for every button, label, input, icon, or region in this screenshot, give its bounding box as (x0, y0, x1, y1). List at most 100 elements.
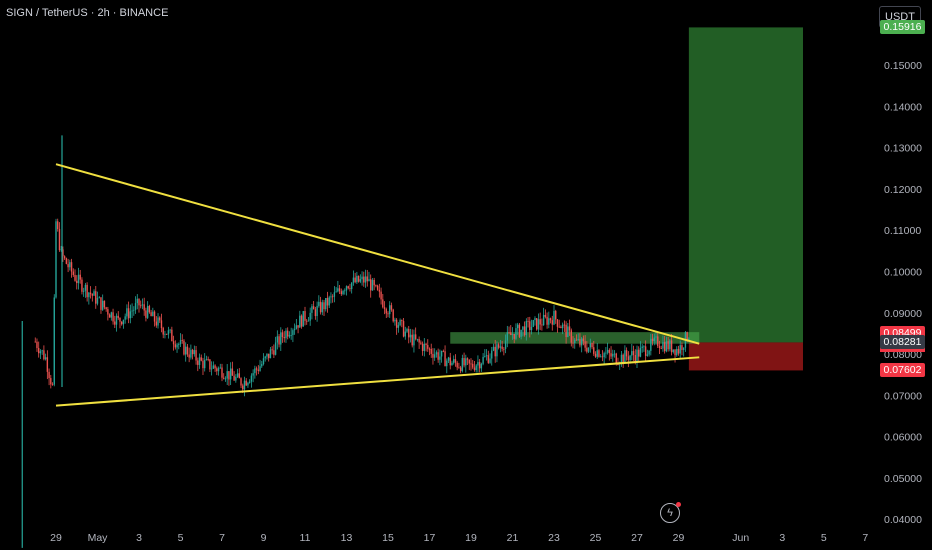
candle-body (245, 380, 247, 386)
candle-body (330, 296, 332, 298)
candle-body (72, 271, 74, 275)
candle-body (371, 279, 374, 291)
candle-body (387, 313, 389, 315)
candle-body (454, 359, 457, 363)
candle-body (314, 309, 317, 317)
candle-body (231, 368, 234, 376)
candle-body (427, 345, 429, 349)
candle-body (368, 279, 370, 282)
candle-body (276, 336, 279, 343)
candle-body (319, 301, 322, 313)
candle-body (181, 340, 183, 341)
candle-body (563, 324, 566, 326)
candle-body (508, 332, 510, 334)
candle-body (96, 298, 99, 304)
candle-body (408, 329, 410, 338)
candle-body (482, 356, 484, 364)
candle-body (624, 350, 626, 363)
candle-body (451, 362, 453, 366)
candle-body (293, 328, 296, 331)
time-tick-label: 7 (219, 532, 225, 544)
candle-body (491, 350, 493, 359)
candle-body (51, 384, 54, 386)
candle-body (44, 357, 47, 360)
candle-body (608, 349, 611, 354)
candle-body (440, 350, 443, 357)
price-axis[interactable]: 0.040000.050000.060000.070000.080000.090… (884, 60, 922, 526)
candle-body (53, 297, 55, 385)
candle-body (487, 355, 489, 363)
candle-body (688, 338, 690, 341)
target-price-badge: 0.15916 (880, 20, 925, 35)
price-tick-label: 0.09000 (884, 308, 922, 320)
candle-body (224, 378, 227, 380)
candle-body (641, 346, 643, 348)
candle-body (257, 369, 260, 371)
candle-body (333, 292, 336, 297)
candle-body (631, 351, 633, 356)
candle-body (108, 314, 111, 318)
candle-body (499, 346, 502, 348)
candle-body (544, 314, 547, 317)
candle-body (252, 373, 254, 376)
candle-body (644, 346, 647, 356)
consolidation-zone[interactable] (450, 332, 700, 344)
candle-body (553, 311, 555, 325)
candle-body (140, 305, 142, 307)
candle-body (596, 350, 598, 357)
time-axis[interactable]: 29 May 3 5 7 9 11 13 15 17 19 21 23 25 27 29 Jun 3 5 7 (50, 532, 868, 544)
candle-body (155, 321, 157, 326)
candle-body (530, 326, 533, 331)
candle-body (350, 282, 353, 290)
candle-body (143, 304, 145, 311)
candle-body (359, 279, 362, 282)
candle-body (133, 309, 135, 311)
candle-body (404, 331, 406, 337)
candle-body (152, 311, 154, 317)
time-tick-label: 15 (382, 532, 394, 544)
candle-body (160, 320, 163, 329)
candle-body (273, 350, 275, 355)
candle-body (321, 302, 323, 313)
candle-body (117, 315, 119, 318)
candle-body (129, 311, 132, 319)
time-tick-label: 5 (821, 532, 827, 544)
candle-body (551, 320, 553, 325)
candle-body (532, 320, 534, 327)
candle-body (579, 339, 581, 346)
long-position-tool[interactable] (688, 27, 803, 371)
time-tick-label: 11 (300, 532, 311, 544)
price-tick-label: 0.13000 (884, 143, 922, 155)
candle-body (342, 291, 344, 295)
triangle-trendlines[interactable] (55, 163, 700, 407)
candle-body (420, 342, 422, 344)
candle-body (150, 312, 152, 317)
price-tick-label: 0.14000 (884, 101, 922, 113)
candle-body (243, 380, 246, 390)
symbol-title[interactable]: SIGN / TetherUS · 2h · BINANCE (6, 7, 169, 19)
candle-body (625, 350, 628, 357)
candle-body (302, 311, 304, 327)
candle-body (385, 309, 387, 314)
candle-body (138, 298, 140, 306)
candle-body (646, 354, 649, 356)
candle-body (255, 368, 258, 370)
price-tick-label: 0.11000 (884, 225, 921, 237)
candle-body (331, 296, 334, 298)
candle-body (38, 348, 40, 354)
candle-body (159, 317, 161, 321)
candle-body (546, 316, 548, 325)
candle-body (288, 335, 291, 337)
candle-body (575, 339, 578, 341)
price-tick-label: 0.05000 (884, 473, 922, 485)
candle-body (662, 342, 664, 349)
lightning-icon[interactable]: ϟ (660, 502, 681, 523)
candle-body (207, 359, 209, 360)
candle-body (459, 367, 462, 372)
candle-body (169, 329, 171, 331)
candle-body (613, 353, 616, 355)
candle-body (636, 349, 638, 362)
candle-body (504, 340, 507, 349)
candle-body (475, 365, 477, 371)
